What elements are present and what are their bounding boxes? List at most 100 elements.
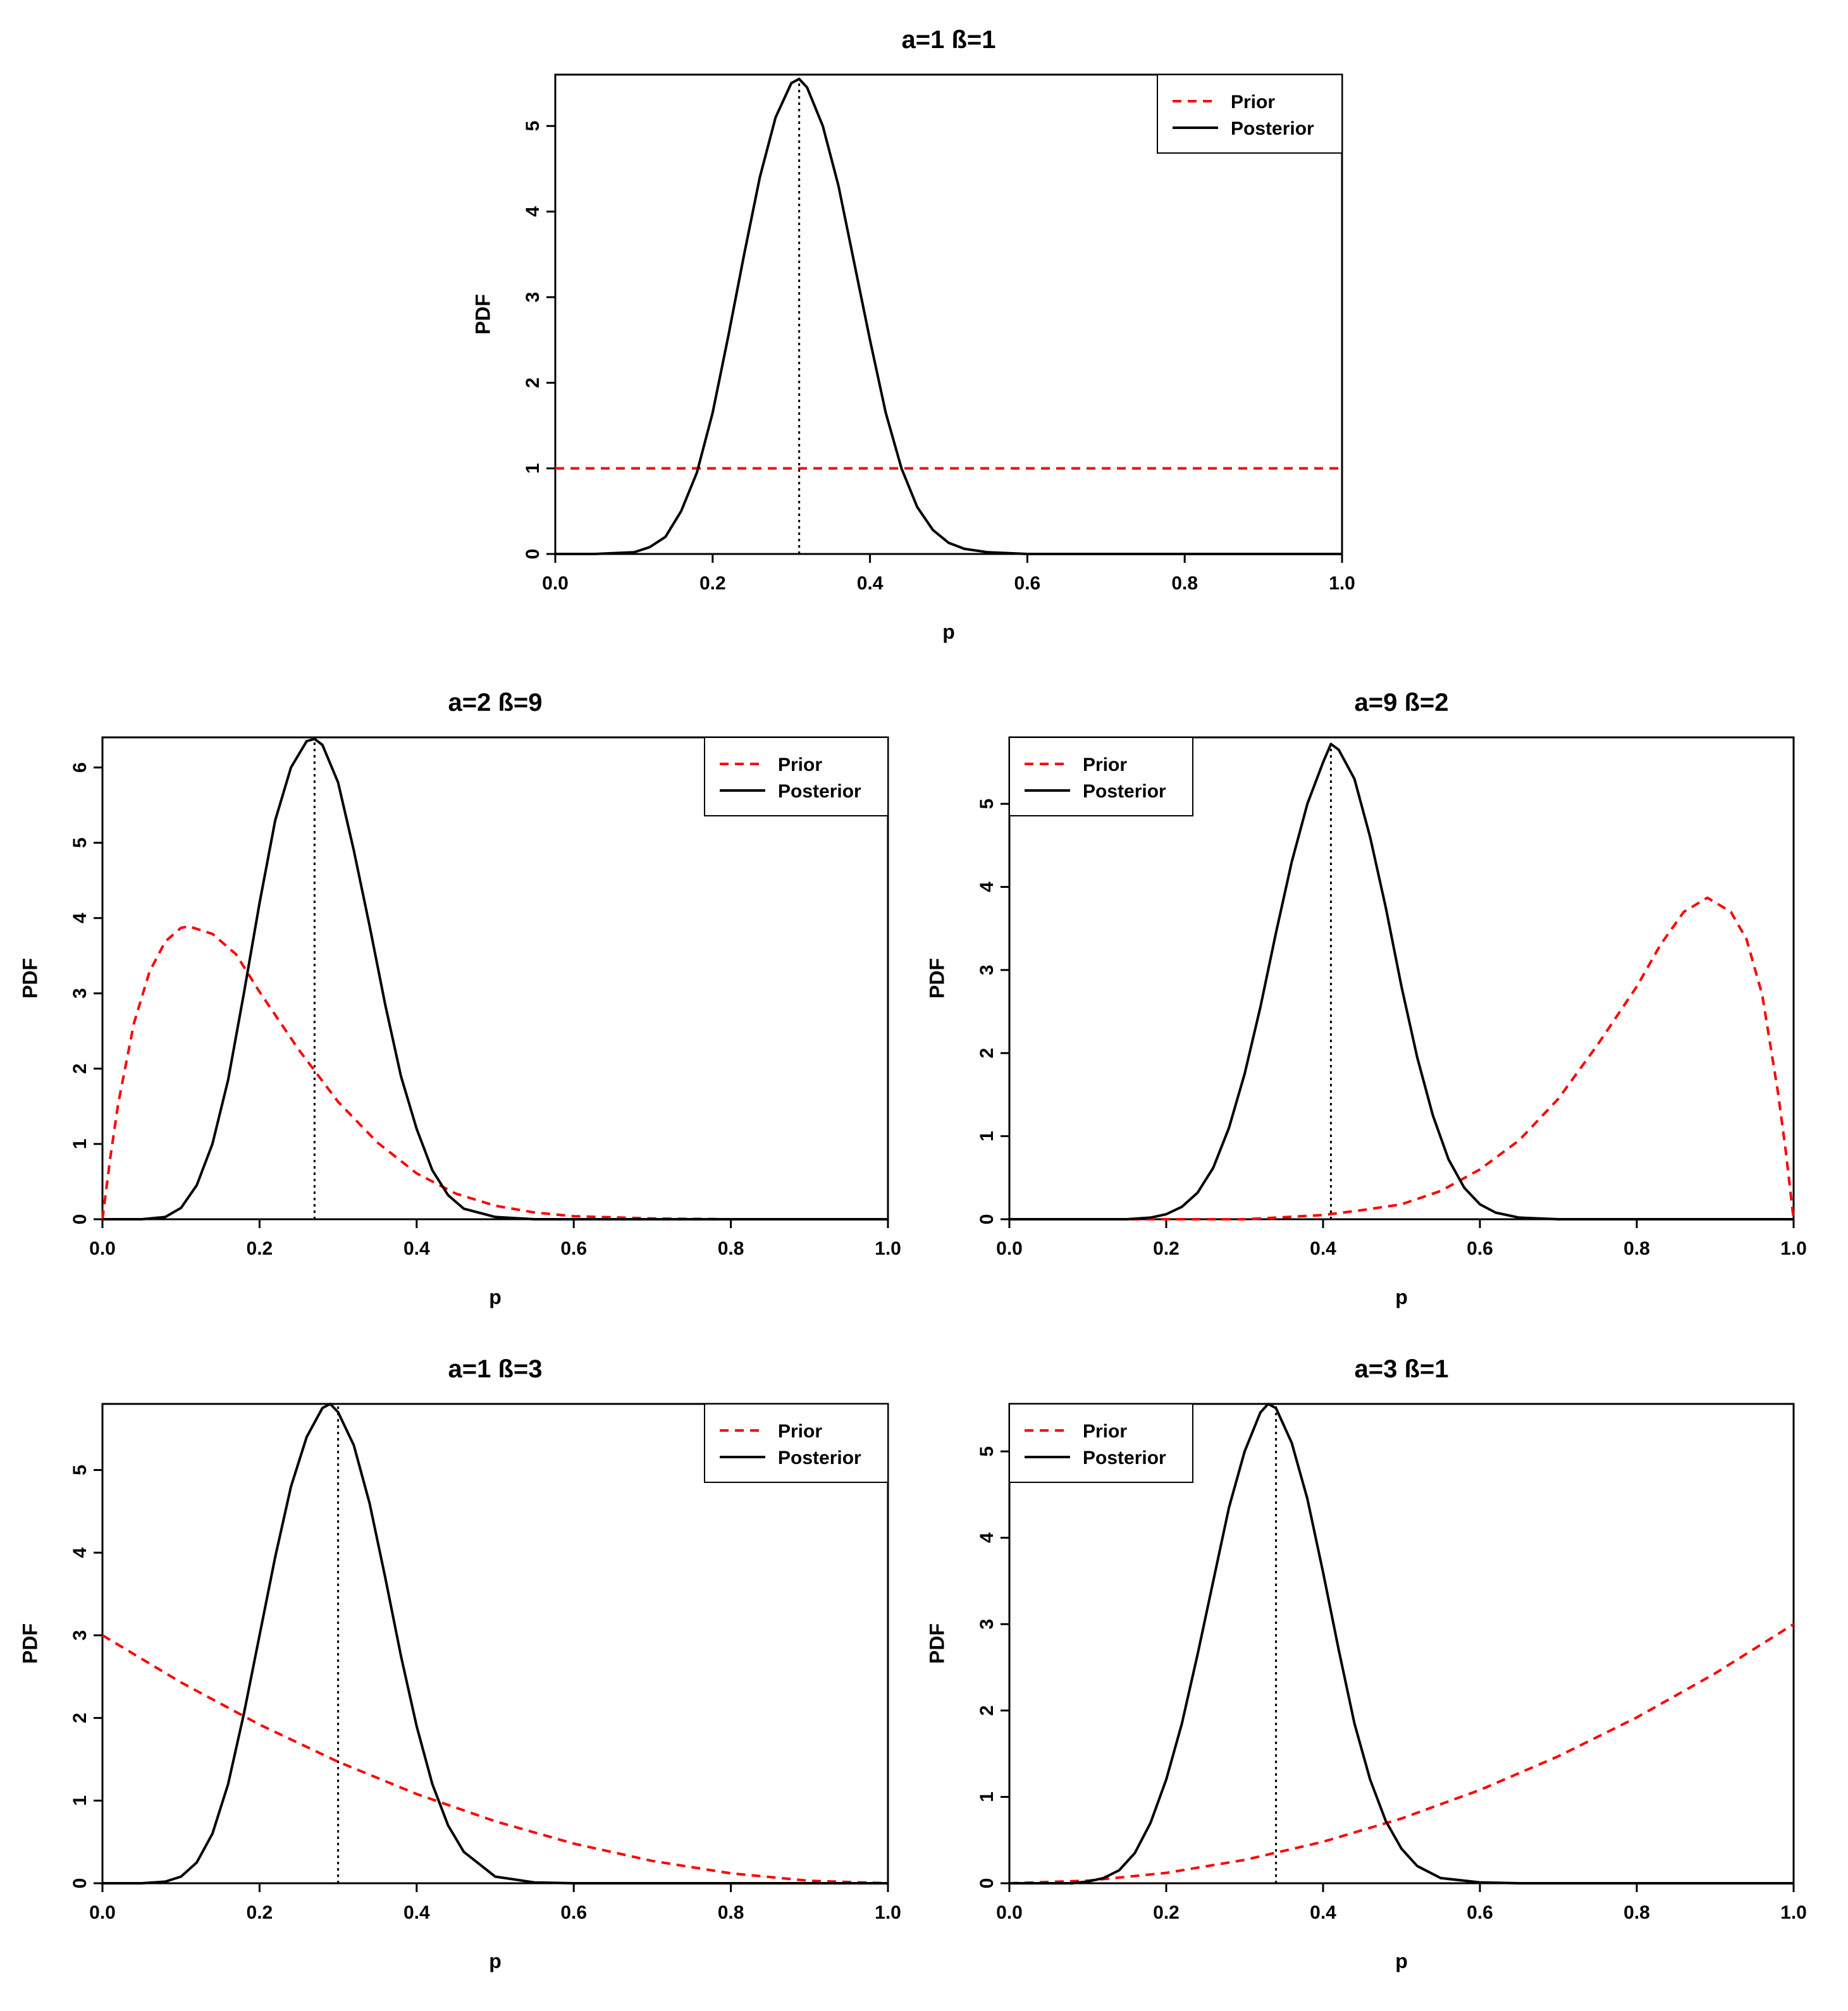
x-tick-label: 1.0 bbox=[1329, 573, 1355, 594]
chart-panel-3: a=9 ß=2 0.0 0.2 0.4 0.6 0.8 1.0 0 1 2 3 4 5 p PDF Prior… bbox=[925, 689, 1806, 1308]
y-tick-label: 0 bbox=[976, 1878, 997, 1889]
y-axis-title: PDF bbox=[18, 1623, 41, 1664]
x-axis-title: p bbox=[489, 1950, 502, 1972]
plot-frame bbox=[101, 1403, 889, 1885]
plot-frame bbox=[1008, 1403, 1795, 1885]
y-tick-label: 1 bbox=[70, 1795, 90, 1806]
y-tick-label: 2 bbox=[522, 378, 543, 388]
legend-label-posterior: Posterior bbox=[1083, 781, 1166, 802]
legend-label-posterior: Posterior bbox=[1083, 1448, 1166, 1468]
x-tick-label: 0.6 bbox=[1467, 1902, 1493, 1923]
plot-frame bbox=[1008, 736, 1795, 1221]
x-tick-label: 0.0 bbox=[89, 1238, 116, 1259]
y-tick-label: 2 bbox=[70, 1713, 90, 1723]
x-tick-label: 0.2 bbox=[1153, 1238, 1180, 1259]
legend-label-posterior: Posterior bbox=[1231, 118, 1314, 139]
x-axis-title: p bbox=[942, 620, 955, 643]
x-tick-label: 0.4 bbox=[1310, 1902, 1336, 1923]
x-axis-title: p bbox=[489, 1286, 502, 1308]
plot-frame bbox=[101, 736, 889, 1221]
x-tick-label: 0.8 bbox=[718, 1902, 744, 1923]
legend: Prior Posterior bbox=[1009, 737, 1193, 816]
x-tick-label: 0.8 bbox=[1171, 573, 1198, 594]
y-tick-label: 0 bbox=[976, 1214, 997, 1225]
y-tick-label: 1 bbox=[976, 1131, 997, 1141]
chart-panel-2: a=2 ß=9 0.0 0.2 0.4 0.6 0.8 1.0 0 1 2 3 4 5 6 p PDF Prio… bbox=[18, 689, 901, 1308]
y-tick-label: 4 bbox=[522, 206, 543, 217]
series-line-posterior bbox=[1009, 742, 1794, 1221]
legend-label-prior: Prior bbox=[1083, 1421, 1127, 1442]
x-tick-label: 1.0 bbox=[1780, 1902, 1807, 1923]
y-tick-label: 1 bbox=[976, 1792, 997, 1802]
x-tick-label: 0.4 bbox=[403, 1902, 430, 1923]
chart-panel-5: a=3 ß=1 0.0 0.2 0.4 0.6 0.8 1.0 0 1 2 3 4 5 p PDF Prior… bbox=[925, 1355, 1806, 1972]
series-line-prior bbox=[1009, 896, 1795, 1221]
x-axis-title: p bbox=[1395, 1286, 1408, 1308]
y-axis-title: PDF bbox=[18, 958, 41, 999]
x-tick-label: 0.6 bbox=[560, 1902, 587, 1923]
y-tick-label: 5 bbox=[976, 1446, 997, 1457]
series-line-posterior bbox=[102, 1403, 888, 1885]
x-tick-label: 0.8 bbox=[1623, 1902, 1650, 1923]
y-tick-label: 6 bbox=[70, 762, 90, 773]
y-tick-label: 3 bbox=[976, 965, 997, 976]
y-tick-label: 3 bbox=[522, 292, 543, 303]
x-tick-label: 0.2 bbox=[1153, 1902, 1180, 1923]
legend-box bbox=[704, 1403, 889, 1483]
y-tick-label: 4 bbox=[70, 913, 90, 923]
x-tick-label: 0.2 bbox=[247, 1238, 273, 1259]
x-tick-label: 0.0 bbox=[996, 1902, 1023, 1923]
legend-box bbox=[1009, 737, 1193, 816]
chart-title: a=9 ß=2 bbox=[1354, 689, 1448, 716]
x-tick-label: 0.2 bbox=[699, 573, 726, 594]
x-tick-label: 1.0 bbox=[875, 1902, 901, 1923]
x-tick-label: 0.2 bbox=[247, 1902, 273, 1923]
series-line-posterior bbox=[102, 737, 888, 1221]
y-tick-label: 0 bbox=[70, 1214, 90, 1225]
legend-box bbox=[1157, 74, 1343, 154]
legend: Prior Posterior bbox=[1009, 1403, 1193, 1483]
y-tick-label: 3 bbox=[70, 988, 90, 999]
x-tick-label: 0.4 bbox=[1310, 1238, 1336, 1259]
y-tick-label: 0 bbox=[522, 549, 543, 560]
x-axis-title: p bbox=[1395, 1950, 1408, 1972]
y-axis-title: PDF bbox=[925, 1623, 948, 1664]
y-tick-label: 5 bbox=[70, 837, 90, 848]
series-line-prior bbox=[1009, 1623, 1795, 1885]
legend-label-prior: Prior bbox=[1231, 92, 1275, 113]
series-line-posterior bbox=[555, 77, 1342, 555]
x-tick-label: 0.8 bbox=[718, 1238, 744, 1259]
y-axis-title: PDF bbox=[925, 958, 948, 999]
legend: Prior Posterior bbox=[704, 737, 889, 816]
legend-box bbox=[704, 737, 889, 816]
chart-title: a=2 ß=9 bbox=[448, 689, 542, 716]
y-tick-label: 1 bbox=[522, 463, 543, 474]
y-tick-label: 5 bbox=[976, 799, 997, 809]
x-tick-label: 0.8 bbox=[1623, 1238, 1650, 1259]
y-tick-label: 4 bbox=[976, 882, 997, 892]
y-tick-label: 3 bbox=[976, 1619, 997, 1630]
legend-box bbox=[1009, 1403, 1193, 1483]
chart-title: a=1 ß=3 bbox=[448, 1355, 542, 1383]
plot-frame bbox=[554, 73, 1343, 555]
y-tick-label: 5 bbox=[522, 121, 543, 132]
legend-label-posterior: Posterior bbox=[778, 1448, 861, 1468]
chart-panel-1: a=1 ß=1 0.0 0.2 0.4 0.6 0.8 1.0 0 1 2 3 4 5 p PDF Prior… bbox=[471, 26, 1355, 643]
y-tick-label: 5 bbox=[70, 1465, 90, 1475]
chart-panel-4: a=1 ß=3 0.0 0.2 0.4 0.6 0.8 1.0 0 1 2 3 4 5 p PDF Prior… bbox=[18, 1355, 901, 1972]
x-tick-label: 1.0 bbox=[875, 1238, 901, 1259]
legend-label-prior: Prior bbox=[778, 1421, 822, 1442]
y-tick-label: 2 bbox=[976, 1706, 997, 1716]
y-tick-label: 2 bbox=[70, 1064, 90, 1074]
x-tick-label: 0.0 bbox=[89, 1902, 116, 1923]
legend-label-prior: Prior bbox=[778, 754, 822, 775]
y-axis-title: PDF bbox=[471, 294, 494, 335]
series-line-prior bbox=[101, 1634, 889, 1885]
x-tick-label: 1.0 bbox=[1780, 1238, 1807, 1259]
chart-title: a=1 ß=1 bbox=[901, 26, 995, 54]
y-tick-label: 0 bbox=[70, 1878, 90, 1889]
y-tick-label: 4 bbox=[70, 1547, 90, 1558]
chart-title: a=3 ß=1 bbox=[1354, 1355, 1448, 1383]
y-tick-label: 1 bbox=[70, 1139, 90, 1150]
